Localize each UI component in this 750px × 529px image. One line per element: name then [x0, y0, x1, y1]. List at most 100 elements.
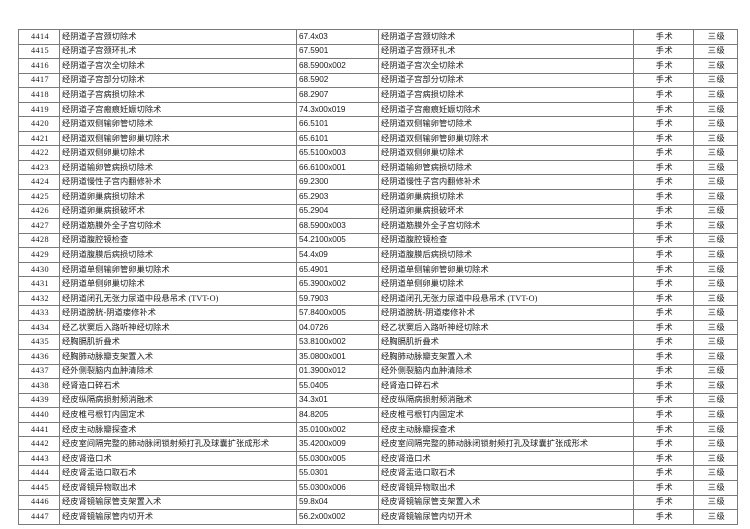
table-row: 4436 经胸肺动脉瓣支架置入术 35.0800x001 经胸肺动脉瓣支架置入术 手术三… [18, 349, 738, 365]
cell-operation-name: 经阴道子宫次全切除术 [378, 58, 634, 74]
cell-procedure-name: 经皮肾镜异物取出术 [59, 479, 297, 496]
cell-category: 手术 [633, 290, 694, 307]
table-row: 4433 经阴道膀胱-阴道瘘修补术 57.8400x005 经阴道膀胱-阴道瘘修补术手… [18, 305, 738, 321]
table-row: 4437 经外侧裂脑内血肿清除术 01.3900x012 经外侧裂脑内血肿清除术 手术三… [18, 363, 738, 380]
cell-operation-name: 经阴道双侧输卵管切除术 [378, 116, 634, 132]
table-row: 4429 经阴道腹膜后病损切除术 54.4x09 经阴道腹膜后病损切除术 手术 三级 [18, 247, 738, 263]
table-row: 4443 经皮肾造口术 55.0300x005 经皮肾造口术 手术 三级 [18, 450, 738, 467]
cell-procedure-name: 经阴道卵巢病损破坏术 [59, 203, 297, 220]
cell-procedure-code: 84.8205 [296, 407, 379, 423]
table-row: 4431 经阴道单侧卵巢切除术 65.3900x002 经阴道单侧卵巢切除术 手术 三级 [18, 276, 738, 292]
cell-procedure-name: 经阴道腹腔镜检查 [59, 232, 297, 249]
cell-sequence: 4441 [18, 421, 60, 438]
table-row: 4445 经皮肾镜异物取出术 55.0300x006 经皮肾镜异物取出术 手术 三级 [18, 479, 738, 496]
cell-procedure-code: 53.8100x002 [296, 334, 379, 351]
cell-operation-name: 经胸膈肌折叠术 [378, 334, 634, 351]
table-row: 4416 经阴道子宫次全切除术 68.5900x002 经阴道子宫次全切除术 手术 三级 [18, 58, 738, 74]
cell-category: 手术 [633, 436, 694, 452]
cell-procedure-name: 经阴道子宫次全切除术 [59, 58, 297, 74]
cell-procedure-code: 57.8400x005 [296, 305, 379, 321]
table-row: 4439 经皮纵隔病损射频消融术 34.3x01 经皮纵隔病损射频消融术 手术 三级 [18, 392, 738, 409]
cell-category: 手术 [633, 363, 694, 380]
table-row: 4440 经皮椎弓根钉内固定术 84.8205 经皮椎弓根钉内固定术 手术 三级 [18, 407, 738, 423]
cell-level: 三级 [693, 43, 738, 60]
cell-procedure-code: 66.6100x001 [296, 159, 379, 176]
cell-operation-name: 经阴道双侧卵巢切除术 [378, 145, 634, 161]
cell-procedure-code: 55.0405 [296, 378, 379, 394]
cell-sequence: 4414 [18, 29, 60, 45]
cell-operation-name: 经阴道卵巢病损切除术 [378, 189, 634, 205]
cell-procedure-code: 68.5900x003 [296, 218, 379, 234]
procedure-table-container: 4414 经阴道子宫颈切除术 67.4x03 经阴道子宫颈切除术 手术 三级 4415 经阴道… [18, 29, 738, 525]
cell-category: 手术 [633, 494, 694, 511]
cell-category: 手术 [633, 479, 694, 496]
cell-sequence: 4442 [18, 436, 60, 452]
cell-level: 三级 [693, 145, 738, 161]
cell-level: 三级 [693, 450, 738, 467]
cell-level: 三级 [693, 276, 738, 292]
cell-level: 三级 [693, 29, 738, 45]
cell-sequence: 4416 [18, 58, 60, 74]
cell-operation-name: 经皮室间隔完整的肺动脉闭锁射频打孔及球囊扩张成形术 [378, 436, 634, 452]
cell-operation-name: 经阴道卵巢病损破坏术 [378, 203, 634, 220]
cell-operation-name: 经皮主动脉瓣探查术 [378, 421, 634, 438]
cell-procedure-code: 68.5902 [296, 72, 379, 89]
cell-procedure-code: 59.7903 [296, 290, 379, 307]
cell-category: 手术 [633, 58, 694, 74]
cell-level: 三级 [693, 319, 738, 336]
cell-sequence: 4432 [18, 290, 60, 307]
cell-procedure-name: 经外侧裂脑内血肿清除术 [59, 363, 297, 380]
cell-procedure-code: 65.5100x003 [296, 145, 379, 161]
cell-procedure-code: 67.5901 [296, 43, 379, 60]
cell-procedure-name: 经阴道膀胱-阴道瘘修补术 [59, 305, 297, 321]
cell-procedure-code: 65.2903 [296, 189, 379, 205]
cell-level: 三级 [693, 159, 738, 176]
cell-category: 手术 [633, 189, 694, 205]
cell-category: 手术 [633, 378, 694, 394]
table-row: 4420 经阴道双侧输卵管切除术 66.5101 经阴道双侧输卵管切除术 手术 三级 [18, 116, 738, 132]
cell-procedure-name: 经胸膈肌折叠术 [59, 334, 297, 351]
cell-operation-name: 经皮肾盂造口取石术 [378, 465, 634, 481]
table-row: 4422 经阴道双侧卵巢切除术 65.5100x003 经阴道双侧卵巢切除术 手术 三级 [18, 145, 738, 161]
cell-procedure-code: 01.3900x012 [296, 363, 379, 380]
cell-level: 三级 [693, 378, 738, 394]
cell-operation-name: 经阴道单侧卵巢切除术 [378, 276, 634, 292]
cell-category: 手术 [633, 247, 694, 263]
cell-procedure-name: 经阴道双侧输卵管切除术 [59, 116, 297, 132]
cell-sequence: 4422 [18, 145, 60, 161]
cell-sequence: 4447 [18, 509, 60, 525]
table-row: 4419 经阴道子宫瘢痕妊娠切除术 74.3x00x019 经阴道子宫瘢痕妊娠切除术手… [18, 101, 738, 118]
table-row: 4426 经阴道卵巢病损破坏术 65.2904 经阴道卵巢病损破坏术 手术 三级 [18, 203, 738, 220]
cell-category: 手术 [633, 334, 694, 351]
table-row: 4435 经胸膈肌折叠术 53.8100x002 经胸膈肌折叠术 手术 三级 [18, 334, 738, 351]
cell-category: 手术 [633, 159, 694, 176]
cell-procedure-code: 55.0300x005 [296, 450, 379, 467]
cell-sequence: 4427 [18, 218, 60, 234]
cell-sequence: 4445 [18, 479, 60, 496]
cell-procedure-code: 04.0726 [296, 319, 379, 336]
cell-sequence: 4425 [18, 189, 60, 205]
table-row: 4414 经阴道子宫颈切除术 67.4x03 经阴道子宫颈切除术 手术 三级 [18, 29, 738, 45]
cell-level: 三级 [693, 392, 738, 409]
cell-procedure-name: 经皮室间隔完整的肺动脉闭锁射频打孔及球囊扩张成形术 [59, 436, 297, 452]
table-row: 4421 经阴道双侧输卵管卵巢切除术 65.6101 经阴道双侧输卵管卵巢切除术 手术三… [18, 130, 738, 147]
cell-operation-name: 经乙状窦后入路听神经切除术 [378, 319, 634, 336]
cell-sequence: 4418 [18, 87, 60, 103]
cell-sequence: 4433 [18, 305, 60, 321]
cell-sequence: 4446 [18, 494, 60, 511]
cell-sequence: 4421 [18, 130, 60, 147]
cell-procedure-name: 经皮肾盂造口取石术 [59, 465, 297, 481]
cell-operation-name: 经阴道筋膜外全子宫切除术 [378, 218, 634, 234]
cell-level: 三级 [693, 189, 738, 205]
cell-category: 手术 [633, 130, 694, 147]
cell-sequence: 4420 [18, 116, 60, 132]
table-row: 4417 经阴道子宫部分切除术 68.5902 经阴道子宫部分切除术 手术 三级 [18, 72, 738, 89]
cell-level: 三级 [693, 247, 738, 263]
cell-level: 三级 [693, 334, 738, 351]
cell-procedure-code: 65.6101 [296, 130, 379, 147]
cell-level: 三级 [693, 130, 738, 147]
cell-category: 手术 [633, 232, 694, 249]
cell-level: 三级 [693, 465, 738, 481]
cell-level: 三级 [693, 436, 738, 452]
cell-operation-name: 经皮纵隔病损射频消融术 [378, 392, 634, 409]
